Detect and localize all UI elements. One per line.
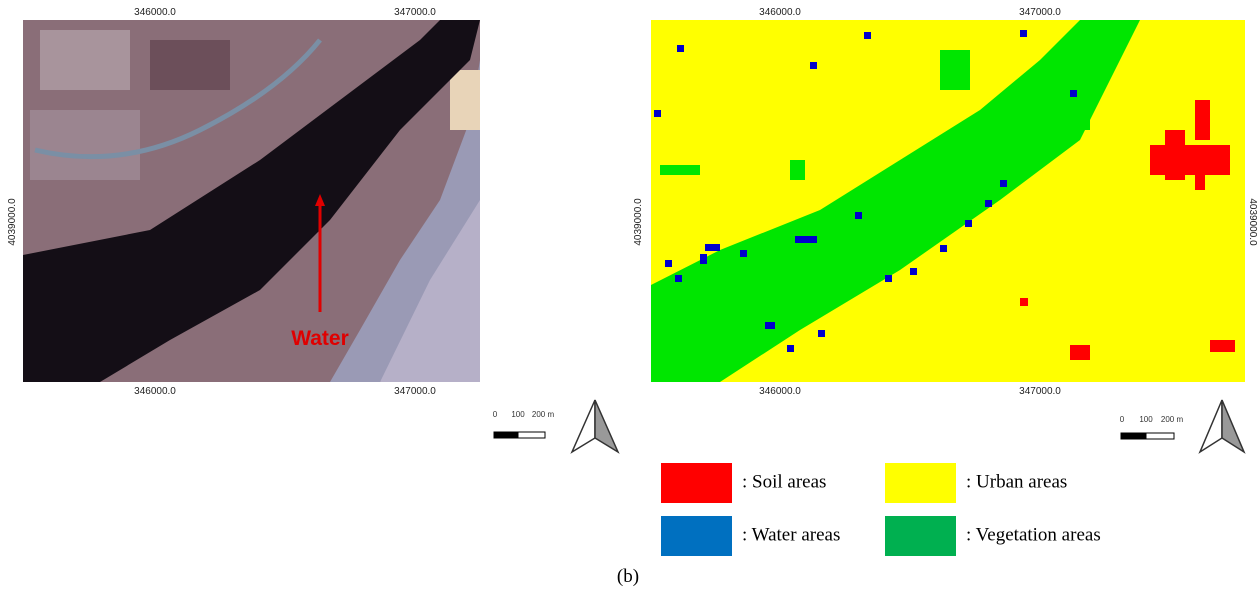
scale-bar: 0 100 200 m bbox=[493, 410, 555, 438]
water-pixel bbox=[810, 62, 817, 69]
water-pixel bbox=[765, 322, 775, 329]
scale-label: 100 bbox=[1139, 415, 1153, 424]
soil-class bbox=[1150, 145, 1230, 175]
scale-label: 100 bbox=[511, 410, 525, 419]
scale-segment bbox=[1121, 433, 1146, 439]
scale-label: 200 m bbox=[1161, 415, 1184, 424]
scale-segment bbox=[494, 432, 518, 438]
x-coord: 347000.0 bbox=[1019, 386, 1061, 397]
water-pixel bbox=[1020, 30, 1027, 37]
y-coord: 4039000.0 bbox=[7, 198, 18, 246]
legend-swatch bbox=[885, 516, 956, 556]
water-pixel bbox=[787, 345, 794, 352]
water-pixel bbox=[665, 260, 672, 267]
water-pixel bbox=[985, 200, 992, 207]
legend-swatch bbox=[661, 463, 732, 503]
land-patch bbox=[30, 110, 140, 180]
figure: Water 346000.0 347000.0 346000.0 347000.… bbox=[0, 0, 1257, 592]
x-coord: 346000.0 bbox=[759, 386, 801, 397]
north-arrow-right bbox=[1222, 400, 1244, 452]
water-pixel bbox=[677, 45, 684, 52]
soil-class bbox=[1165, 130, 1185, 180]
legend-label: : Urban areas bbox=[966, 471, 1067, 492]
north-arrow bbox=[1200, 400, 1244, 452]
x-coord: 346000.0 bbox=[134, 386, 176, 397]
legend-swatch bbox=[885, 463, 956, 503]
soil-class bbox=[1020, 298, 1028, 306]
vegetation-class bbox=[760, 250, 800, 300]
satellite-image: Water bbox=[23, 20, 490, 382]
north-arrow bbox=[572, 400, 618, 452]
water-pixel bbox=[864, 32, 871, 39]
x-coord: 347000.0 bbox=[394, 7, 436, 18]
water-pixel bbox=[1000, 180, 1007, 187]
y-coord: 4039000.0 bbox=[1247, 198, 1257, 246]
water-pixel bbox=[965, 220, 972, 227]
x-coord: 347000.0 bbox=[1019, 7, 1061, 18]
water-pixel bbox=[700, 254, 707, 264]
vegetation-class bbox=[1060, 95, 1090, 130]
bright-patch bbox=[450, 70, 480, 130]
legend: : Soil areas : Urban areas : Water areas : … bbox=[661, 463, 1101, 556]
scale-segment bbox=[518, 432, 545, 438]
legend-label: : Vegetation areas bbox=[966, 524, 1101, 545]
y-coord: 4039000.0 bbox=[633, 198, 644, 246]
vegetation-class bbox=[790, 160, 805, 180]
soil-class bbox=[1195, 175, 1205, 190]
x-coord: 346000.0 bbox=[134, 7, 176, 18]
north-arrow-left bbox=[572, 400, 595, 452]
vegetation-class bbox=[651, 330, 701, 382]
water-pixel bbox=[1070, 90, 1077, 97]
soil-class bbox=[1070, 345, 1090, 360]
scale-label: 0 bbox=[493, 410, 498, 419]
north-arrow-left bbox=[1200, 400, 1222, 452]
land-patch bbox=[150, 40, 230, 90]
soil-class bbox=[1195, 100, 1210, 140]
scale-segment bbox=[1146, 433, 1174, 439]
x-coord: 347000.0 bbox=[394, 386, 436, 397]
water-pixel bbox=[910, 268, 917, 275]
scale-label: 200 m bbox=[532, 410, 555, 419]
water-pixel bbox=[885, 275, 892, 282]
water-pixel bbox=[675, 275, 682, 282]
water-pixel bbox=[855, 212, 862, 219]
water-pixel bbox=[795, 236, 817, 243]
legend-label: : Water areas bbox=[742, 524, 840, 545]
legend-label: : Soil areas bbox=[742, 471, 826, 492]
water-pixel bbox=[818, 330, 825, 337]
legend-swatch bbox=[661, 516, 732, 556]
classification-map bbox=[651, 20, 1245, 382]
x-coord: 346000.0 bbox=[759, 7, 801, 18]
vegetation-class bbox=[660, 165, 700, 175]
water-pixel bbox=[654, 110, 661, 117]
water-pixel bbox=[740, 250, 747, 257]
scale-bar: 0 100 200 m bbox=[1120, 415, 1184, 439]
scale-label: 0 bbox=[1120, 415, 1125, 424]
annotation: Water bbox=[291, 327, 349, 350]
water-pixel bbox=[940, 245, 947, 252]
north-arrow-right bbox=[595, 400, 618, 452]
water-pixel bbox=[705, 244, 720, 251]
soil-class bbox=[1210, 340, 1235, 352]
caption: (b) bbox=[617, 566, 639, 587]
land-patch bbox=[40, 30, 130, 90]
vegetation-class bbox=[940, 50, 970, 90]
